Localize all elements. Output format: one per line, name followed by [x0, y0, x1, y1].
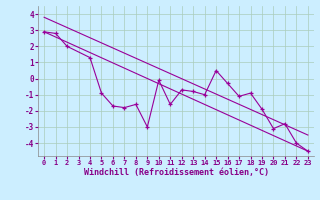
X-axis label: Windchill (Refroidissement éolien,°C): Windchill (Refroidissement éolien,°C): [84, 168, 268, 177]
